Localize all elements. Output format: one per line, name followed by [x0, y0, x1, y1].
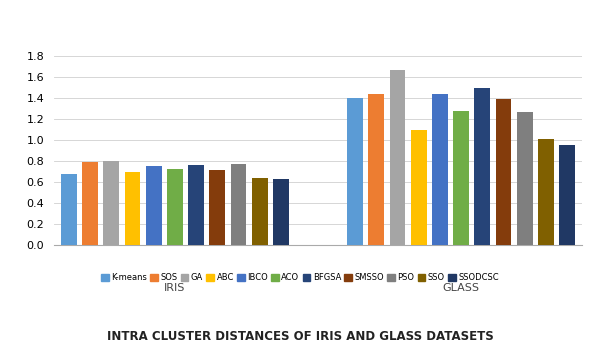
Legend: K-means, SOS, GA, ABC, IBCO, ACO, BFGSA, SMSSO, PSO, SSO, SSODCSC: K-means, SOS, GA, ABC, IBCO, ACO, BFGSA,… — [98, 270, 502, 286]
Bar — [61, 174, 77, 245]
Bar — [273, 179, 289, 245]
Bar — [347, 98, 363, 245]
Bar — [559, 145, 575, 245]
Bar — [188, 165, 204, 245]
Bar — [453, 111, 469, 245]
Bar — [496, 99, 511, 245]
Text: IRIS: IRIS — [164, 283, 185, 293]
Bar — [230, 164, 247, 245]
Bar — [209, 170, 225, 245]
Bar — [82, 162, 98, 245]
Bar — [146, 166, 161, 245]
Bar — [517, 112, 533, 245]
Bar — [368, 94, 384, 245]
Bar — [475, 88, 490, 245]
Bar — [411, 130, 427, 245]
Bar — [432, 94, 448, 245]
Bar — [125, 172, 140, 245]
Text: GLASS: GLASS — [443, 283, 479, 293]
Bar — [103, 161, 119, 245]
Bar — [389, 70, 406, 245]
Text: INTRA CLUSTER DISTANCES OF IRIS AND GLASS DATASETS: INTRA CLUSTER DISTANCES OF IRIS AND GLAS… — [107, 330, 493, 343]
Bar — [538, 139, 554, 245]
Bar — [252, 178, 268, 245]
Bar — [167, 169, 183, 245]
